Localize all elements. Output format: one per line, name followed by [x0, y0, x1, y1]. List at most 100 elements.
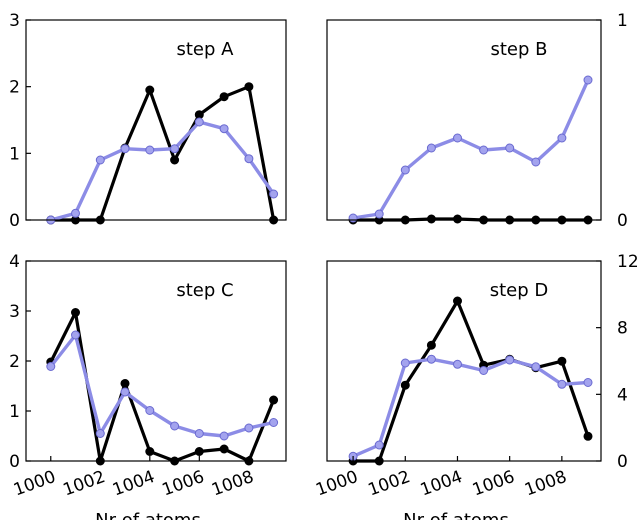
ytick-label: 12 [617, 252, 639, 272]
data-point [400, 165, 410, 175]
x-axis-label: Nr of atoms [95, 510, 201, 520]
xtick-label: 1000 [313, 467, 360, 501]
data-point [244, 82, 254, 92]
xtick-label: 1006 [160, 467, 207, 501]
data-point [531, 157, 541, 167]
data-point [374, 209, 384, 219]
data-point [46, 362, 56, 371]
panel-title: step A [177, 39, 235, 60]
xtick-label: 1002 [60, 467, 107, 501]
panel-2: step B 0 1 [326, 11, 628, 231]
panel-3: step C0123410001002100410061008Nr of ato… [9, 252, 287, 520]
data-point [400, 380, 410, 390]
data-point [269, 189, 279, 199]
data-point [120, 387, 130, 397]
panel-title: step D [490, 280, 549, 301]
ytick-label: 2 [9, 352, 20, 372]
plot-frame [326, 260, 602, 462]
panel-1: step A 0 1 2 3 [9, 11, 287, 231]
plot-frame [25, 19, 287, 221]
ytick-label: 8 [617, 319, 628, 339]
ytick-label: 0 [9, 211, 20, 231]
ytick-label: 4 [617, 385, 628, 405]
data-point [71, 308, 80, 317]
series-line-light [352, 79, 590, 220]
data-point [71, 330, 80, 340]
data-point [479, 366, 489, 375]
series-line-dark [353, 299, 590, 463]
xtick-label: 1008 [522, 467, 569, 501]
ytick-label: 3 [9, 11, 20, 31]
data-point [505, 355, 515, 365]
ytick-label: 1 [9, 402, 20, 422]
x-axis-label: Nr of atoms [403, 510, 509, 520]
data-point [170, 421, 180, 431]
data-point [426, 354, 436, 364]
data-point [479, 145, 489, 155]
ytick-label: 2 [9, 78, 20, 98]
xtick-label: 1008 [209, 467, 256, 501]
data-point [194, 117, 204, 127]
xtick-label: 1006 [470, 467, 517, 501]
series-line-light [352, 357, 589, 458]
data-point [194, 429, 204, 438]
data-point [400, 358, 410, 368]
data-point [269, 395, 279, 405]
data-point [219, 444, 229, 454]
data-point [583, 431, 593, 441]
data-point [95, 155, 105, 165]
data-point [426, 214, 436, 224]
data-point [531, 362, 541, 372]
data-point [453, 133, 462, 143]
series-line-light [50, 120, 275, 222]
data-point [557, 133, 567, 143]
data-point [583, 378, 593, 387]
xtick-label: 1002 [365, 467, 412, 501]
ytick-label: 0 [9, 452, 20, 472]
data-point [71, 208, 80, 218]
panel-title: step C [176, 280, 233, 301]
data-point [453, 359, 462, 369]
data-point [453, 214, 462, 224]
data-point [120, 379, 130, 388]
data-point [505, 143, 515, 153]
ytick-label: 4 [9, 252, 20, 272]
data-point [557, 356, 567, 366]
data-point [219, 92, 229, 102]
data-point [219, 431, 229, 441]
xtick-label: 1004 [418, 467, 465, 501]
ytick-label: 1 [9, 144, 20, 164]
series-line-dark [49, 310, 276, 463]
series-line-dark [50, 85, 276, 222]
data-point [120, 144, 130, 154]
data-point [95, 429, 105, 438]
data-point [219, 124, 229, 134]
data-point [145, 447, 155, 456]
ytick-label: 3 [9, 302, 20, 322]
ytick-label: 0 [617, 452, 628, 472]
data-point [145, 145, 155, 155]
data-point [145, 85, 155, 95]
data-point [244, 154, 254, 164]
data-point [426, 340, 436, 350]
data-point [453, 296, 462, 306]
data-point [348, 213, 358, 223]
panel-title: step B [490, 39, 547, 60]
data-point [194, 447, 204, 456]
data-point [269, 418, 279, 427]
data-point [145, 406, 155, 415]
plot-frame [326, 19, 602, 221]
data-point [583, 75, 593, 85]
xtick-label: 1004 [110, 467, 157, 501]
data-point [374, 440, 384, 450]
ytick-label: 1 [617, 11, 628, 31]
data-point [557, 379, 567, 389]
ytick-label: 0 [617, 211, 628, 231]
data-point [170, 155, 180, 165]
data-point [244, 423, 254, 433]
series-line-light [49, 333, 274, 438]
data-point [426, 143, 436, 153]
data-point [170, 144, 180, 154]
